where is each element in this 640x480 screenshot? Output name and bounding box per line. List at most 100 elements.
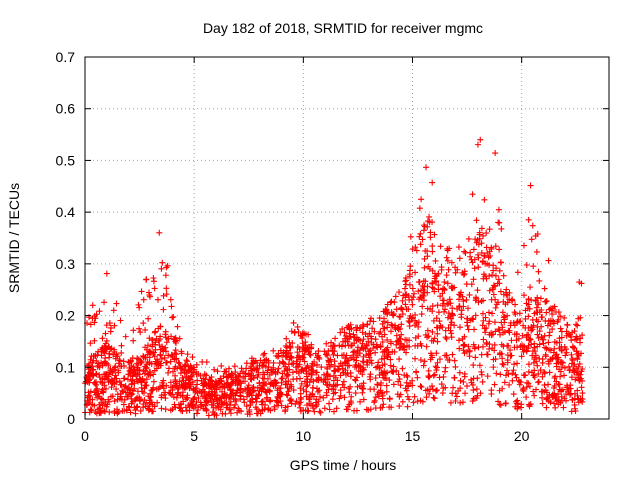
data-point — [138, 359, 145, 366]
data-point — [96, 401, 103, 408]
data-point — [543, 297, 550, 304]
data-point — [575, 315, 582, 322]
data-point — [387, 299, 394, 306]
data-point — [575, 375, 582, 382]
data-point — [434, 324, 441, 331]
data-point — [86, 393, 93, 400]
data-point — [182, 362, 189, 369]
data-point — [295, 370, 302, 377]
data-point — [160, 306, 167, 313]
data-point — [260, 351, 267, 358]
data-point — [391, 324, 398, 331]
data-point — [567, 390, 574, 397]
data-point — [323, 340, 330, 347]
data-point — [525, 313, 532, 320]
data-point — [129, 373, 136, 380]
data-point — [416, 278, 423, 285]
data-point — [434, 330, 441, 337]
data-point — [100, 360, 107, 367]
data-point — [561, 364, 568, 371]
data-point — [282, 407, 289, 414]
data-point — [406, 281, 413, 288]
data-point — [492, 356, 499, 363]
data-point — [418, 311, 425, 318]
data-point — [125, 384, 132, 391]
data-point — [434, 302, 441, 309]
data-point — [324, 376, 331, 383]
data-point — [523, 347, 530, 354]
data-point — [556, 366, 563, 373]
data-point — [145, 407, 152, 414]
data-point — [490, 364, 497, 371]
data-point — [297, 399, 304, 406]
data-point — [527, 335, 534, 342]
data-point — [318, 364, 325, 371]
data-point — [372, 394, 379, 401]
data-point — [179, 389, 186, 396]
data-point — [576, 279, 583, 286]
data-point — [504, 292, 511, 299]
data-point — [436, 356, 443, 363]
data-point — [290, 376, 297, 383]
data-point — [313, 369, 320, 376]
data-point — [403, 379, 410, 386]
data-point — [495, 276, 502, 283]
data-point — [492, 150, 499, 157]
data-point — [232, 369, 239, 376]
data-point — [471, 326, 478, 333]
data-point — [315, 377, 322, 384]
data-point — [558, 328, 565, 335]
data-point — [167, 358, 174, 365]
data-point — [392, 293, 399, 300]
data-point — [456, 369, 463, 376]
data-point — [520, 388, 527, 395]
data-point — [172, 340, 179, 347]
data-point — [390, 363, 397, 370]
data-point — [306, 351, 313, 358]
data-point — [514, 269, 521, 276]
data-point — [240, 374, 247, 381]
data-point — [431, 371, 438, 378]
data-point — [399, 365, 406, 372]
data-point — [572, 336, 579, 343]
data-point — [534, 362, 541, 369]
data-point — [574, 350, 581, 357]
data-point — [267, 397, 274, 404]
data-point — [372, 336, 379, 343]
data-point — [470, 375, 477, 382]
data-point — [286, 397, 293, 404]
data-point — [156, 342, 163, 349]
data-point — [568, 333, 575, 340]
data-point — [87, 321, 94, 328]
data-point — [119, 387, 126, 394]
data-point — [275, 365, 282, 372]
data-point — [542, 344, 549, 351]
data-point — [520, 242, 527, 249]
data-point — [488, 244, 495, 251]
data-point — [213, 395, 220, 402]
data-point — [310, 384, 317, 391]
data-point — [286, 366, 293, 373]
data-point — [325, 359, 332, 366]
data-point — [426, 373, 433, 380]
data-point — [492, 243, 499, 250]
data-point — [136, 366, 143, 373]
data-point — [297, 385, 304, 392]
chart-title: Day 182 of 2018, SRMTID for receiver mgm… — [203, 20, 483, 36]
x-tick-label: 5 — [190, 428, 198, 444]
data-point — [405, 306, 412, 313]
data-point — [427, 306, 434, 313]
data-point — [536, 355, 543, 362]
data-point — [306, 396, 313, 403]
data-point — [403, 387, 410, 394]
data-point — [558, 346, 565, 353]
data-point — [381, 368, 388, 375]
data-point — [292, 401, 299, 408]
data-point — [87, 388, 94, 395]
data-point — [340, 378, 347, 385]
data-point — [443, 352, 450, 359]
data-point — [451, 284, 458, 291]
data-point — [535, 334, 542, 341]
data-point — [227, 410, 234, 417]
data-point — [238, 365, 245, 372]
